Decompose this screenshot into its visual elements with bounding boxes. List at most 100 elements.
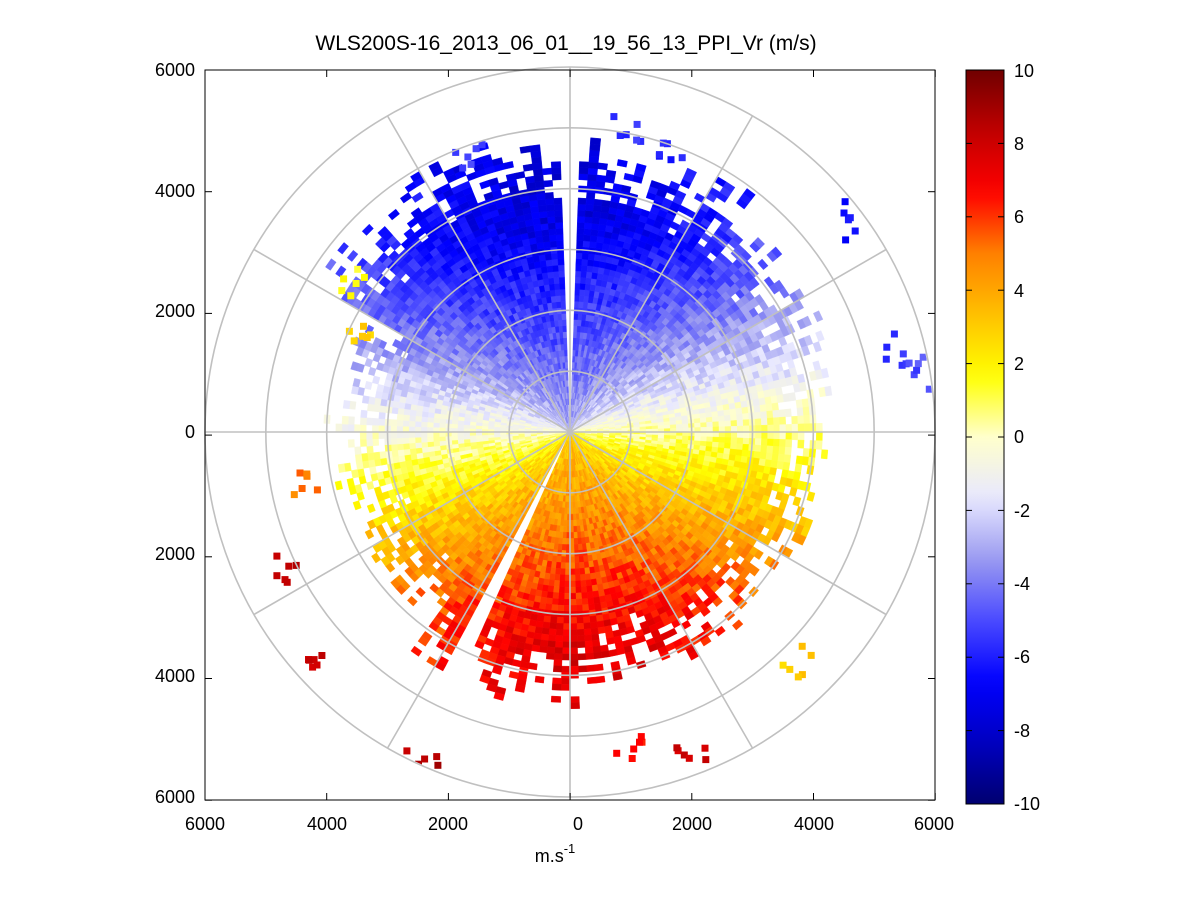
velocity-cell <box>593 602 602 610</box>
velocity-cell <box>555 561 562 569</box>
velocity-cell <box>766 438 774 447</box>
velocity-cell <box>736 419 744 427</box>
velocity-cell <box>718 431 726 438</box>
velocity-cell <box>587 167 598 176</box>
velocity-cell <box>576 628 585 636</box>
velocity-cell <box>410 453 418 461</box>
velocity-cell <box>580 264 588 272</box>
velocity-cell <box>584 567 591 575</box>
velocity-cell <box>729 448 737 456</box>
velocity-cell <box>583 628 592 636</box>
velocity-cell <box>754 418 762 426</box>
velocity-cell <box>675 423 683 429</box>
velocity-cell <box>569 653 579 661</box>
velocity-cell <box>675 419 683 425</box>
velocity-cell <box>552 586 560 594</box>
velocity-cell <box>560 562 566 570</box>
velocity-cell <box>777 453 786 463</box>
velocity-cell <box>427 446 435 453</box>
velocity-cell <box>582 240 591 248</box>
velocity-cell <box>577 197 587 205</box>
velocity-cell <box>408 442 416 450</box>
velocity-cell <box>724 442 732 450</box>
velocity-cell <box>767 431 775 440</box>
velocity-cell <box>422 451 430 459</box>
velocity-cell <box>754 444 762 453</box>
velocity-cell <box>755 425 762 433</box>
velocity-cell <box>541 627 550 635</box>
velocity-cell <box>550 604 559 612</box>
velocity-cell <box>564 580 571 588</box>
velocity-cell <box>553 653 563 661</box>
velocity-cell <box>576 616 584 624</box>
velocity-cell <box>552 592 560 600</box>
velocity-cell <box>572 519 577 527</box>
velocity-cell <box>801 398 810 408</box>
velocity-cell <box>591 639 601 648</box>
velocity-cell <box>705 416 713 423</box>
velocity-cell <box>772 445 780 455</box>
velocity-cell <box>563 592 571 600</box>
velocity-cell <box>587 603 596 611</box>
velocity-cell <box>759 451 767 460</box>
velocity-cell <box>579 573 586 581</box>
velocity-cell <box>562 531 567 539</box>
velocity-cell <box>546 591 554 599</box>
velocity-cell <box>557 598 565 606</box>
velocity-cell <box>605 169 617 178</box>
velocity-cell <box>573 319 579 327</box>
velocity-cell <box>396 443 404 451</box>
velocity-cell <box>717 410 725 417</box>
velocity-cell <box>784 408 792 418</box>
velocity-cell <box>783 454 792 464</box>
velocity-cell <box>569 696 580 703</box>
velocity-cell <box>588 161 599 170</box>
velocity-cell <box>433 445 441 452</box>
velocity-cell <box>724 437 732 444</box>
velocity-cell <box>587 597 595 605</box>
velocity-cell <box>593 198 603 207</box>
velocity-cell <box>700 422 708 428</box>
velocity-cell <box>583 234 591 242</box>
velocity-cell <box>729 408 737 416</box>
velocity-cell <box>585 585 593 593</box>
velocity-cell <box>576 525 581 533</box>
velocity-cell <box>373 451 381 460</box>
velocity-cell <box>724 414 732 422</box>
velocity-cell <box>791 431 799 441</box>
velocity-cell <box>791 415 799 425</box>
velocity-cell <box>775 386 783 396</box>
velocity-cell <box>587 259 595 267</box>
velocity-cell <box>633 426 641 431</box>
velocity-cell <box>547 640 556 648</box>
velocity-cell <box>815 422 823 433</box>
velocity-cell <box>785 439 793 448</box>
velocity-cell <box>569 617 577 624</box>
velocity-cell <box>772 409 780 419</box>
velocity-cell <box>730 414 738 422</box>
velocity-cell <box>587 253 596 261</box>
velocity-cell <box>803 423 811 433</box>
velocity-cell <box>795 455 804 465</box>
velocity-cell <box>674 190 687 200</box>
velocity-cell <box>736 425 744 433</box>
velocity-cell <box>773 417 780 426</box>
velocity-cell <box>569 659 579 667</box>
velocity-cell <box>742 419 750 427</box>
velocity-cell <box>797 423 805 433</box>
velocity-cell <box>560 556 566 563</box>
velocity-cell <box>710 405 718 413</box>
velocity-cell <box>592 645 602 654</box>
velocity-cell <box>584 646 594 654</box>
velocity-cell <box>741 449 749 458</box>
velocity-cell <box>572 507 576 515</box>
velocity-cell <box>795 399 804 409</box>
velocity-cell <box>578 555 584 563</box>
velocity-cell <box>734 401 742 409</box>
velocity-cell <box>597 626 606 635</box>
velocity-cell <box>815 440 823 450</box>
velocity-cell <box>575 264 582 272</box>
velocity-cell <box>573 525 578 533</box>
velocity-cell <box>581 252 590 260</box>
